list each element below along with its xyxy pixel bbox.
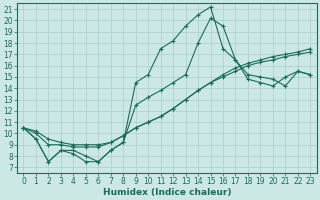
X-axis label: Humidex (Indice chaleur): Humidex (Indice chaleur) <box>103 188 231 197</box>
